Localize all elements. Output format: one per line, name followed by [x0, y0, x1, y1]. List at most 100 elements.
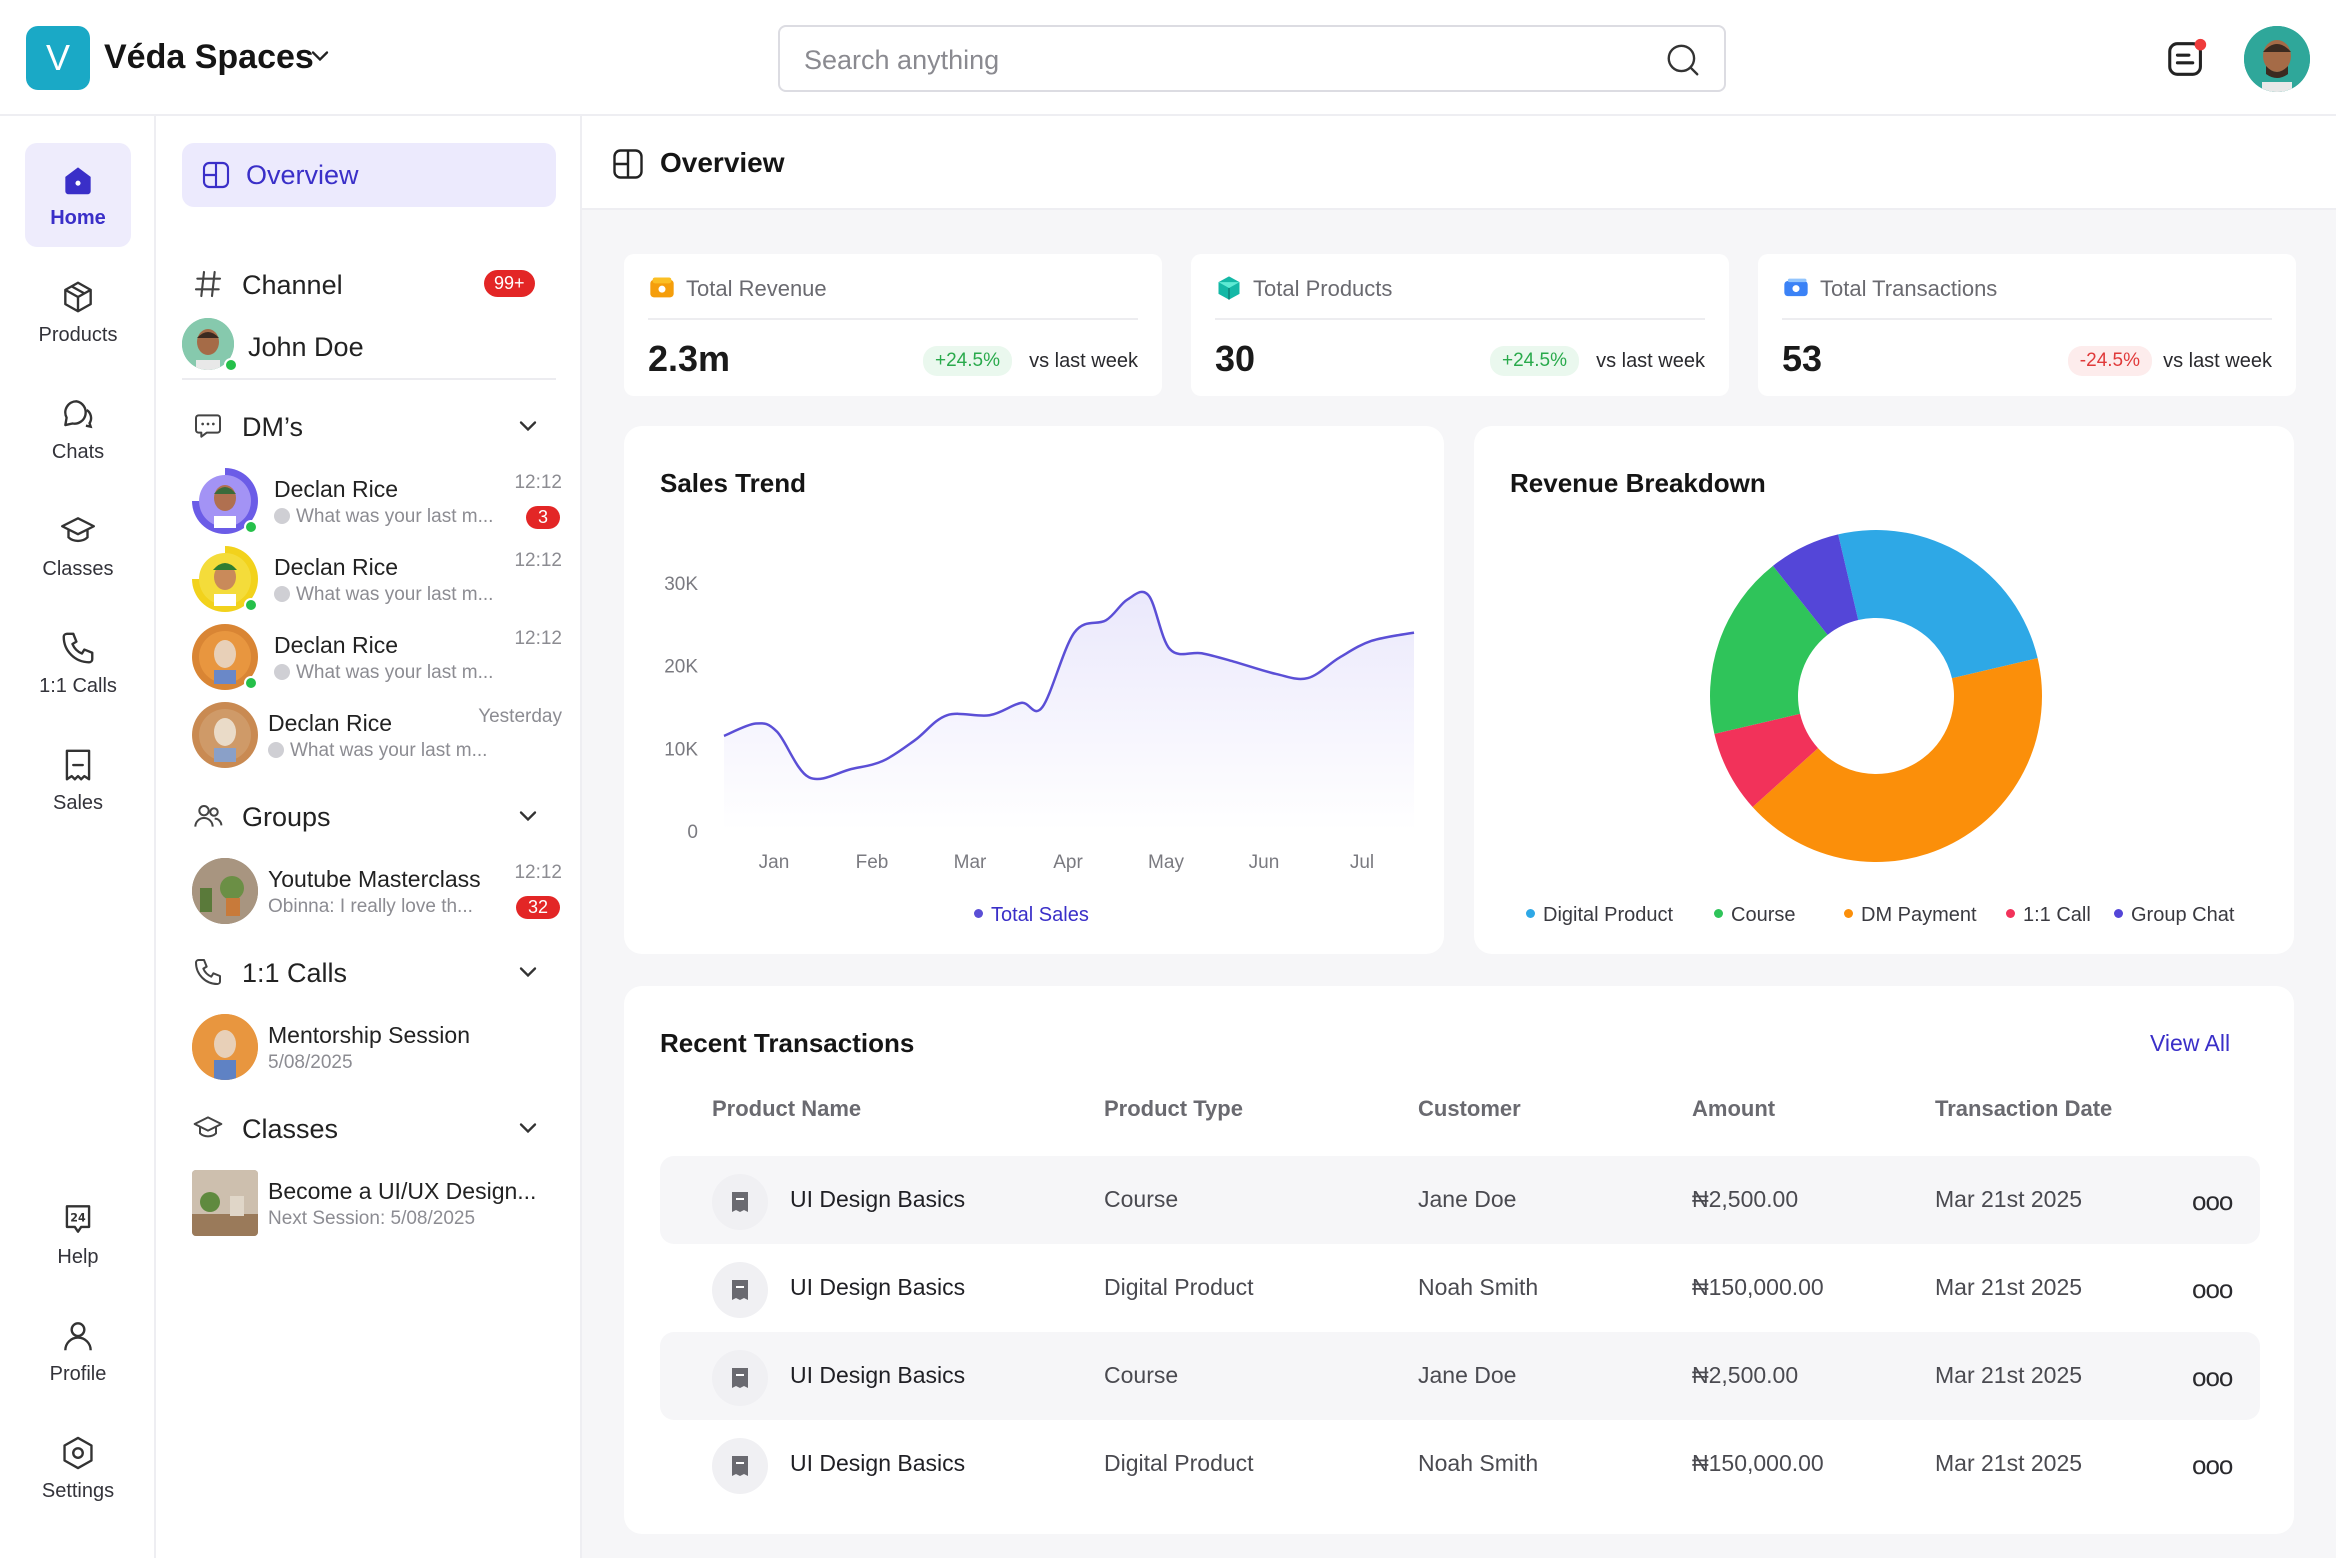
- table-row[interactable]: UI Design Basics Course Jane Doe ₦2,500.…: [660, 1332, 2260, 1420]
- section-header-classes[interactable]: Classes: [182, 1100, 556, 1154]
- panel-item-user[interactable]: John Doe: [182, 308, 556, 380]
- group-time: 12:12: [514, 862, 562, 883]
- table-row[interactable]: UI Design Basics Digital Product Noah Sm…: [660, 1420, 2260, 1508]
- table-header: Product Name Product Type Customer Amoun…: [624, 1096, 2294, 1136]
- x-tick-label: Mar: [954, 852, 987, 873]
- dm-list-item[interactable]: Declan Rice What was your last m... 12:1…: [192, 468, 562, 538]
- avatar: [192, 702, 258, 768]
- donut-slice-dm-payment[interactable]: [1752, 658, 2042, 862]
- table-row[interactable]: UI Design Basics Digital Product Noah Sm…: [660, 1244, 2260, 1332]
- rail-item-profile[interactable]: Profile: [25, 1299, 131, 1403]
- avatar: [192, 468, 258, 534]
- dm-name: Declan Rice: [268, 710, 392, 736]
- revenue-donut-chart: [1710, 530, 2042, 862]
- legend-label: DM Payment: [1861, 904, 1977, 926]
- workspace-name[interactable]: Véda Spaces: [104, 38, 314, 76]
- rail-item-chats[interactable]: Chats: [25, 377, 131, 481]
- section-header-dms[interactable]: DM’s: [182, 398, 556, 452]
- panel-item-channel[interactable]: Channel 99+: [182, 256, 556, 310]
- cell-product-name: UI Design Basics: [790, 1274, 966, 1300]
- online-indicator: [244, 520, 258, 534]
- cell-date: Mar 21st 2025: [1935, 1186, 2083, 1212]
- rail-item-home[interactable]: Home: [25, 143, 131, 247]
- panel-item-overview[interactable]: Overview: [182, 143, 556, 207]
- call-list-item[interactable]: Mentorship Session 5/08/2025: [192, 1014, 562, 1084]
- donut-slice-digital-product[interactable]: [1838, 530, 2038, 679]
- chevron-down-icon[interactable]: [514, 412, 542, 440]
- legend-item: 1:1 Call: [2006, 904, 2091, 927]
- search-icon[interactable]: [1664, 41, 1702, 79]
- layout-icon: [202, 161, 230, 189]
- group-list-item[interactable]: Youtube Masterclass Obinna: I really lov…: [192, 858, 562, 928]
- dm-time: 12:12: [514, 628, 562, 649]
- section-label: Groups: [242, 802, 331, 832]
- cell-amount: ₦2,500.00: [1692, 1186, 1799, 1212]
- dm-preview: What was your last m...: [274, 662, 493, 684]
- group-name: Youtube Masterclass: [268, 866, 481, 892]
- cube-icon: [1218, 276, 1240, 300]
- check-icon: [274, 586, 290, 602]
- notification-icon[interactable]: [2164, 36, 2210, 82]
- chevron-down-icon[interactable]: [306, 42, 334, 70]
- column-header[interactable]: Product Name: [712, 1096, 862, 1121]
- dm-name: Declan Rice: [274, 476, 398, 502]
- rail-label: Help: [57, 1245, 99, 1268]
- table-row[interactable]: UI Design Basics Course Jane Doe ₦2,500.…: [660, 1156, 2260, 1244]
- y-tick-label: 10K: [664, 739, 698, 760]
- cell-customer: Noah Smith: [1418, 1274, 1539, 1300]
- brand-logo[interactable]: V: [26, 26, 90, 90]
- chevron-down-icon[interactable]: [514, 802, 542, 830]
- section-header-groups[interactable]: Groups: [182, 788, 556, 842]
- donut-slice-course[interactable]: [1710, 565, 1828, 734]
- more-options-icon[interactable]: ooo: [2192, 1186, 2233, 1216]
- product-icon-wrap: [712, 1438, 768, 1494]
- rail-item-calls[interactable]: 1:1 Calls: [25, 611, 131, 715]
- legend-item: DM Payment: [1844, 904, 1977, 927]
- more-options-icon[interactable]: ooo: [2192, 1274, 2233, 1304]
- rail-label: 1:1 Calls: [39, 674, 117, 697]
- gear-icon: [63, 1436, 93, 1469]
- receipt-icon: [732, 1192, 748, 1212]
- divider: [648, 318, 1138, 320]
- rail-item-help[interactable]: 24 Help: [25, 1182, 131, 1286]
- cash-icon: [1784, 278, 1808, 297]
- legend-dot: [1844, 909, 1853, 918]
- chevron-down-icon[interactable]: [514, 1114, 542, 1142]
- view-all-link[interactable]: View All: [2150, 1030, 2231, 1056]
- dm-list-item[interactable]: Declan Rice What was your last m... 12:1…: [192, 624, 562, 694]
- column-header[interactable]: Customer: [1418, 1096, 1521, 1121]
- legend-label: Digital Product: [1543, 904, 1674, 926]
- rail-item-classes[interactable]: Classes: [25, 494, 131, 598]
- section-title: Recent Transactions: [660, 1028, 915, 1058]
- more-options-icon[interactable]: ooo: [2192, 1362, 2233, 1392]
- cell-date: Mar 21st 2025: [1935, 1450, 2083, 1476]
- more-options-icon[interactable]: ooo: [2192, 1450, 2233, 1480]
- donut-slice-1-1-call[interactable]: [1714, 713, 1819, 808]
- page-title: Overview: [660, 147, 785, 178]
- donut-slice-group-chat[interactable]: [1772, 534, 1859, 635]
- check-icon: [274, 508, 290, 524]
- stat-title: Total Transactions: [1820, 276, 1998, 301]
- class-list-item[interactable]: Become a UI/UX Design... Next Session: 5…: [192, 1170, 562, 1240]
- rail-item-sales[interactable]: Sales: [25, 728, 131, 832]
- chart-title: Sales Trend: [660, 468, 806, 498]
- column-header[interactable]: Transaction Date: [1935, 1096, 2113, 1121]
- receipt-icon: [65, 749, 91, 780]
- sales-area: [724, 591, 1414, 831]
- rail-item-products[interactable]: Products: [25, 260, 131, 364]
- dm-list-item[interactable]: Declan Rice What was your last m... Yest…: [192, 702, 562, 772]
- search-input[interactable]: Search anything: [778, 25, 1726, 92]
- dm-list-item[interactable]: Declan Rice What was your last m... 12:1…: [192, 546, 562, 616]
- chevron-down-icon[interactable]: [514, 958, 542, 986]
- stat-card-revenue: Total Revenue 2.3m +24.5% vs last week: [624, 254, 1162, 396]
- section-header-calls[interactable]: 1:1 Calls: [182, 944, 556, 998]
- user-avatar[interactable]: [2244, 26, 2310, 92]
- phone-icon: [62, 632, 94, 663]
- rail-label: Home: [50, 206, 106, 229]
- column-header[interactable]: Product Type: [1104, 1096, 1243, 1121]
- section-label: Classes: [242, 1114, 339, 1144]
- stat-title: Total Products: [1253, 276, 1393, 301]
- column-header[interactable]: Amount: [1692, 1096, 1776, 1121]
- rail-item-settings[interactable]: Settings: [25, 1416, 131, 1520]
- legend-dot: [1714, 909, 1723, 918]
